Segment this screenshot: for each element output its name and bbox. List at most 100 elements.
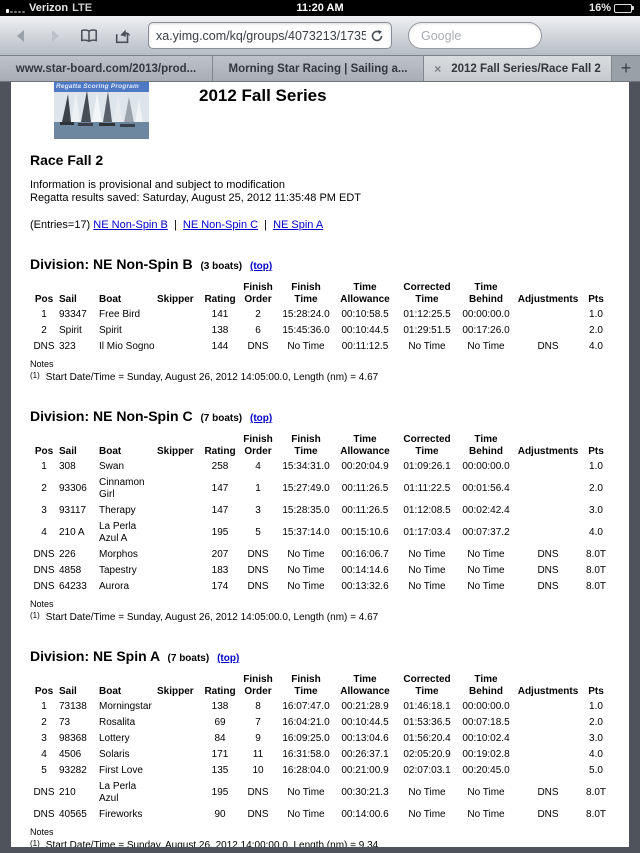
table-cell: 4	[41, 749, 47, 760]
table-row: 2 Spirit Spirit 138 6 15:45:36.0 00:10:44.5 01:…	[30, 323, 610, 339]
table-cell: 93306	[59, 483, 87, 494]
table-row: 3 98368 Lottery 84 9 16:09:25.0 00:13:04.6 01:5…	[30, 731, 610, 747]
network-type-label: LTE	[72, 2, 93, 14]
table-cell: 01:29:51.5	[403, 325, 451, 336]
table-cell: 4506	[59, 749, 82, 760]
table-cell: Rosalita	[99, 717, 136, 728]
back-button[interactable]	[12, 27, 30, 45]
table-cell: DNS	[33, 787, 55, 798]
division-link-ne-spin-a[interactable]: NE Spin A	[273, 219, 324, 231]
results-saved-text: Regatta results saved: Saturday, August …	[30, 192, 362, 204]
table-cell: 5	[255, 527, 261, 538]
table-cell: No Time	[408, 565, 446, 576]
tab-fall-series-active[interactable]: × 2012 Fall Series/Race Fall 2	[424, 56, 612, 81]
share-icon[interactable]	[114, 27, 132, 45]
column-header: Sail	[59, 446, 77, 457]
carrier-label: Verizon	[29, 2, 69, 14]
table-cell: 207	[211, 549, 229, 560]
reload-icon[interactable]	[370, 29, 384, 43]
table-cell: 1.0	[589, 309, 603, 320]
table-cell: No Time	[408, 787, 446, 798]
top-link[interactable]: (top)	[250, 261, 273, 272]
boat-count: (7 boats)	[200, 413, 243, 424]
table-cell: 01:46:18.1	[403, 701, 451, 712]
table-cell: 01:56:20.4	[403, 733, 451, 744]
table-cell: Swan	[99, 461, 125, 472]
table-cell: 2.0	[589, 483, 603, 494]
table-cell: 01:17:03.4	[403, 527, 451, 538]
column-header: Pts	[588, 446, 604, 457]
notes-label: Notes	[30, 359, 54, 369]
address-bar[interactable]: xa.yimg.com/kq/groups/4073213/1735351371…	[148, 22, 392, 49]
table-cell: Morningstar	[99, 701, 152, 712]
table-cell: 90	[214, 809, 226, 820]
table-cell: Il Mio Sogno	[99, 341, 155, 352]
column-header: Corrected Time	[403, 282, 451, 305]
table-cell: 3	[255, 505, 261, 516]
forward-button[interactable]	[46, 27, 64, 45]
table-cell: DNS	[537, 809, 559, 820]
table-cell: No Time	[287, 787, 325, 798]
top-link[interactable]: (top)	[217, 653, 240, 664]
new-tab-button[interactable]: +	[612, 56, 640, 81]
table-cell: 9	[255, 733, 261, 744]
tab-label: Morning Star Racing | Sailing a...	[228, 62, 408, 75]
table-cell	[156, 307, 202, 323]
table-cell: No Time	[287, 341, 325, 352]
column-header: Pts	[588, 294, 604, 305]
table-cell: 00:21:00.9	[341, 765, 389, 776]
table-cell: 00:02:42.4	[462, 505, 510, 516]
table-cell: No Time	[287, 581, 325, 592]
note-text: Start Date/Time = Sunday, August 26, 201…	[45, 612, 379, 623]
notes-block: Notes (1) Start Date/Time = Sunday, Augus…	[30, 359, 615, 383]
column-header: Time Behind	[469, 434, 503, 457]
table-cell: 195	[211, 527, 229, 538]
table-cell: No Time	[287, 809, 325, 820]
column-header: Adjustments	[517, 686, 579, 697]
table-cell: 93282	[59, 765, 87, 776]
table-cell: DNS	[537, 787, 559, 798]
column-header: Sail	[59, 294, 77, 305]
table-cell	[514, 699, 582, 715]
table-cell: 171	[211, 749, 229, 760]
report-header: Regatta Scoring Program 2012 Fall Series	[30, 82, 615, 139]
division-heading: Division: NE Non-Spin C (7 boats) (top)	[30, 408, 615, 424]
table-cell: 3	[41, 733, 47, 744]
division-link-ne-non-spin-b[interactable]: NE Non-Spin B	[93, 219, 168, 231]
division-heading: Division: NE Spin A (7 boats) (top)	[30, 648, 615, 664]
table-cell: 15:34:31.0	[282, 461, 330, 472]
table-cell: 69	[214, 717, 226, 728]
table-cell: Therapy	[99, 505, 136, 516]
table-cell	[514, 519, 582, 547]
tab-star-board[interactable]: www.star-board.com/2013/prod...	[0, 56, 213, 81]
table-cell: No Time	[287, 565, 325, 576]
table-cell: 84	[214, 733, 226, 744]
division-link-ne-non-spin-c[interactable]: NE Non-Spin C	[182, 219, 259, 231]
table-cell: DNS	[247, 787, 269, 798]
table-cell: La Perla Azul A	[99, 521, 137, 544]
search-input[interactable]: Google	[408, 22, 542, 49]
table-cell: 1	[255, 483, 261, 494]
table-cell: 01:12:08.5	[403, 505, 451, 516]
table-cell: 183	[211, 565, 229, 576]
table-cell: 16:31:58.0	[282, 749, 330, 760]
tab-morning-star-racing[interactable]: Morning Star Racing | Sailing a...	[213, 56, 424, 81]
table-cell	[514, 503, 582, 519]
table-cell	[514, 763, 582, 779]
close-tab-icon[interactable]: ×	[434, 61, 442, 76]
top-link[interactable]: (top)	[250, 413, 273, 424]
column-header: Pos	[34, 446, 54, 457]
division-name: Division: NE Spin A	[30, 648, 160, 664]
note-number: (1)	[30, 839, 40, 847]
column-header: Skipper	[157, 686, 194, 697]
table-cell: 40565	[59, 809, 87, 820]
table-cell: 226	[59, 549, 76, 560]
division-name: Division: NE Non-Spin C	[30, 408, 193, 424]
table-cell: DNS	[537, 565, 559, 576]
table-row: DNS 226 Morphos 207 DNS No Time 00:16:06.7 No T…	[30, 547, 610, 563]
table-cell: 8.0T	[585, 809, 606, 820]
bookmarks-icon[interactable]	[80, 27, 98, 45]
table-cell: 00:11:26.5	[341, 505, 389, 516]
table-cell: 195	[211, 787, 229, 798]
table-cell: 00:00:00.0	[462, 461, 510, 472]
